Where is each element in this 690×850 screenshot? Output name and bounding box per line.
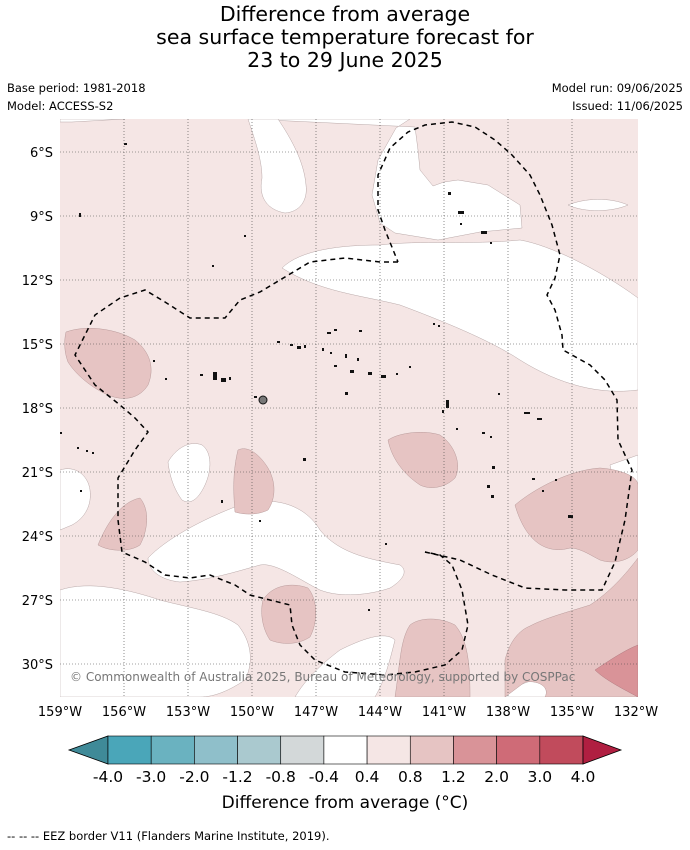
colorbar-tick-label: 3.0	[527, 768, 552, 786]
eez-borders	[74, 121, 633, 676]
colorbar-tick-label: -3.0	[136, 768, 166, 786]
latitude-axis: 6°S 9°S 12°S 15°S 18°S 21°S 24°S 27°S 30…	[22, 146, 53, 673]
colorbar-segment	[323, 735, 368, 765]
colorbar-segment	[107, 735, 152, 765]
lon-label: 147°W	[294, 705, 338, 720]
graticule	[60, 119, 638, 697]
lat-label: 18°S	[22, 402, 53, 417]
lat-label: 27°S	[22, 594, 53, 609]
model-name: Model: ACCESS-S2	[7, 99, 114, 113]
footer-note: -- -- -- EEZ border V11 (Flanders Marine…	[7, 829, 330, 843]
lat-label: 6°S	[30, 146, 53, 161]
colorbar-segment	[366, 735, 411, 765]
lon-label: 138°W	[486, 705, 530, 720]
lon-label: 132°W	[614, 705, 658, 720]
lat-label: 15°S	[22, 338, 53, 353]
colorbar-tick-label: -0.4	[309, 768, 339, 786]
lat-label: 30°S	[22, 658, 53, 673]
lon-label: 159°W	[38, 705, 82, 720]
colorbar-segment	[237, 735, 282, 765]
issued-date: Issued: 11/06/2025	[572, 99, 683, 113]
colorbar-segment	[496, 735, 541, 765]
meta-left: Base period: 1981-2018 Model: ACCESS-S2	[7, 79, 146, 115]
lat-label: 9°S	[30, 210, 53, 225]
colorbar	[67, 735, 623, 765]
colorbar-segment	[280, 735, 325, 765]
colorbar-segment	[539, 735, 584, 765]
base-period: Base period: 1981-2018	[7, 81, 146, 95]
model-run: Model run: 09/06/2025	[551, 81, 683, 95]
lon-label: 144°W	[358, 705, 402, 720]
colorbar-segment	[150, 735, 195, 765]
lon-label: 141°W	[422, 705, 466, 720]
anomaly-fill-0.8-1.2	[64, 328, 638, 697]
colorbar-segment	[453, 735, 497, 765]
colorbar-tick-label: 4.0	[571, 768, 596, 786]
lat-label: 12°S	[22, 274, 53, 289]
copyright-text: © Commonwealth of Australia 2025, Bureau…	[70, 670, 575, 684]
colorbar-tick-label: 0.8	[398, 768, 423, 786]
colorbar-title: Difference from average (°C)	[221, 793, 469, 813]
lon-label: 135°W	[550, 705, 594, 720]
island-tahiti	[258, 395, 268, 405]
islands	[60, 143, 573, 611]
colorbar-extend-low	[67, 735, 109, 765]
colorbar-tick-label: 0.4	[355, 768, 380, 786]
colorbar-ticks: -4.0 -3.0 -2.0 -1.2 -0.8 -0.4 0.4 0.8 1.2 2.0 3.0 4…	[93, 768, 595, 786]
near-average-areas	[60, 119, 638, 697]
colorbar-tick-label: -4.0	[93, 768, 123, 786]
lon-label: 156°W	[102, 705, 146, 720]
title-line-2: sea surface temperature forecast for	[156, 25, 534, 49]
colorbar-tick-label: -1.2	[222, 768, 252, 786]
lat-label: 21°S	[22, 466, 53, 481]
longitude-axis: 159°W 156°W 153°W 150°W 147°W 144°W 141°…	[38, 705, 658, 720]
lat-label: 24°S	[22, 530, 53, 545]
colorbar-tick-label: -2.0	[179, 768, 209, 786]
colorbar-segment	[194, 735, 238, 765]
map-title: Difference from average sea surface temp…	[0, 3, 690, 72]
map-area: © Commonwealth of Australia 2025, Bureau…	[60, 119, 638, 697]
anomaly-fill-1.2-2.0	[594, 644, 638, 697]
colorbar-tick-label: 2.0	[484, 768, 509, 786]
colorbar-tick-label: -0.8	[266, 768, 296, 786]
lon-label: 150°W	[230, 705, 274, 720]
lon-label: 153°W	[166, 705, 210, 720]
colorbar-tick-label: 1.2	[441, 768, 466, 786]
meta-right: Model run: 09/06/2025 Issued: 11/06/2025	[552, 79, 683, 115]
title-line-3: 23 to 29 June 2025	[247, 48, 443, 72]
colorbar-extend-high	[582, 735, 623, 765]
colorbar-segment	[409, 735, 454, 765]
title-line-1: Difference from average	[219, 2, 471, 26]
